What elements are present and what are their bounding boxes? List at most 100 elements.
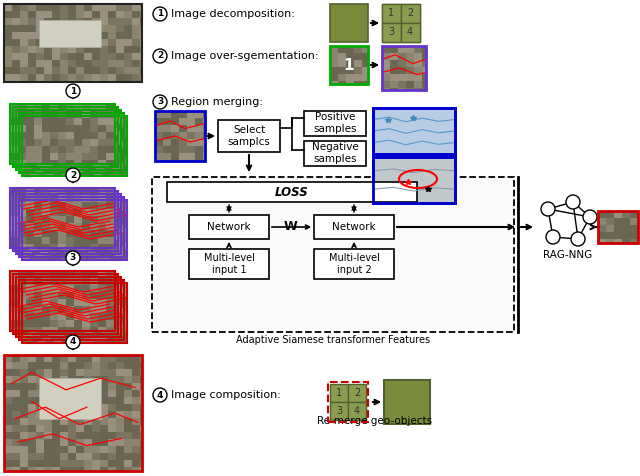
Bar [58, 104, 66, 111]
Bar [40, 229, 48, 236]
Bar [37, 205, 45, 212]
Bar [362, 81, 368, 84]
Bar [60, 425, 68, 432]
Bar [27, 134, 35, 141]
Bar [42, 146, 50, 153]
Text: W: W [284, 220, 298, 234]
Bar [58, 299, 66, 306]
Bar [44, 369, 52, 376]
Bar [69, 309, 77, 316]
Bar [100, 369, 108, 376]
Bar [64, 117, 72, 124]
Bar [116, 418, 124, 425]
Bar [19, 162, 27, 169]
Bar [69, 142, 77, 149]
Bar [117, 212, 118, 219]
Bar [414, 67, 422, 74]
Bar [112, 333, 120, 337]
Bar [109, 156, 117, 163]
Bar [16, 333, 24, 337]
Bar [20, 376, 28, 383]
Bar [34, 111, 42, 118]
Bar [108, 425, 116, 432]
Bar [114, 223, 115, 230]
Bar [75, 169, 83, 173]
Text: Image decomposition:: Image decomposition: [171, 9, 295, 19]
Bar [69, 316, 77, 323]
Bar [106, 209, 114, 216]
Bar [90, 202, 98, 209]
Bar [37, 219, 45, 226]
Bar [85, 198, 93, 205]
Bar [48, 305, 56, 312]
Bar [98, 216, 106, 223]
Bar [70, 200, 78, 207]
Bar [42, 132, 50, 139]
Bar [46, 228, 54, 235]
Bar [32, 152, 40, 159]
Bar [76, 404, 84, 411]
Bar [19, 218, 27, 225]
Bar [32, 326, 40, 333]
Bar [114, 271, 115, 278]
Bar [40, 145, 48, 152]
Bar [38, 297, 46, 304]
Bar [90, 216, 98, 223]
Bar [68, 453, 76, 460]
Bar [74, 299, 82, 306]
Bar [84, 369, 92, 376]
Bar [115, 294, 123, 301]
Bar [60, 60, 68, 67]
Bar [22, 318, 30, 325]
Bar [46, 116, 54, 123]
Bar [36, 369, 44, 376]
Bar [96, 305, 104, 312]
Bar [98, 313, 106, 320]
Bar [90, 237, 98, 244]
Bar [77, 288, 85, 295]
Bar [114, 139, 115, 146]
Bar [61, 156, 69, 163]
Bar [100, 411, 108, 418]
Bar [43, 169, 51, 173]
Bar [112, 110, 120, 117]
Bar [92, 4, 100, 11]
Bar [64, 326, 72, 333]
Bar [124, 67, 132, 74]
Bar [36, 397, 44, 404]
Bar [16, 305, 24, 312]
Bar [104, 138, 112, 145]
Bar [94, 200, 102, 207]
Bar [32, 229, 40, 236]
Bar [78, 249, 86, 256]
Bar [92, 439, 100, 446]
Bar [76, 467, 84, 471]
Bar [46, 325, 54, 332]
Bar [90, 244, 98, 248]
Bar [99, 253, 107, 257]
Bar [90, 118, 98, 125]
Bar [80, 215, 88, 222]
Text: Network: Network [332, 222, 376, 232]
Bar [77, 149, 85, 156]
Bar [56, 152, 64, 159]
Bar [104, 145, 112, 152]
Bar [75, 239, 83, 246]
Bar [100, 432, 108, 439]
Bar [35, 253, 43, 257]
Bar [70, 242, 78, 249]
Bar [75, 308, 83, 315]
Bar [35, 280, 43, 287]
Bar [26, 153, 34, 160]
Bar [88, 145, 96, 152]
Bar [28, 460, 36, 467]
Bar [32, 312, 40, 319]
Bar [13, 226, 21, 233]
Bar [84, 446, 92, 453]
Bar [117, 233, 118, 240]
Bar [40, 236, 48, 243]
Bar [29, 316, 37, 323]
Bar [94, 172, 102, 176]
Bar [34, 146, 42, 153]
Bar [51, 322, 59, 329]
